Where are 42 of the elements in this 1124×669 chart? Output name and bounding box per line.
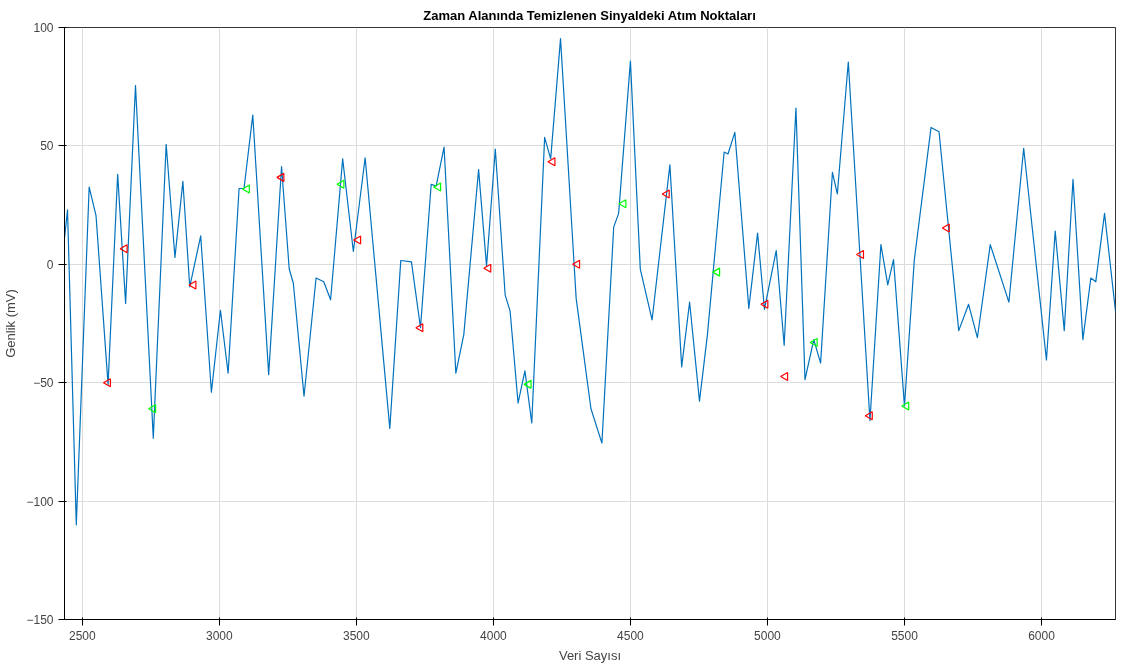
y-tick-label: 0 (46, 257, 54, 272)
point (102, 378, 111, 388)
x-axis-title: Veri Sayısı (558, 647, 622, 663)
point (353, 235, 362, 245)
x-tick-label: 4000 (480, 628, 508, 643)
x-tick-label: 4500 (617, 628, 645, 643)
chart-title: Zaman Alanında Temizlenen Sinyaldeki Atım Noktaları (423, 7, 756, 23)
x-tick-label: 2500 (68, 628, 96, 643)
y-tick-label: −150 (26, 613, 54, 627)
point (119, 244, 128, 254)
y-axis-title: Genlik (mV) (3, 289, 19, 358)
x-tick-label: 5000 (754, 628, 782, 643)
x-tick-label: 5500 (891, 628, 919, 643)
point (483, 263, 492, 273)
x-tick-label: 6000 (1028, 628, 1056, 643)
y-tick-label: 50 (40, 139, 54, 154)
point (572, 259, 581, 269)
point (809, 337, 818, 348)
point (433, 182, 442, 192)
point (901, 401, 910, 411)
point (855, 249, 865, 260)
y-tick-label: −100 (26, 494, 54, 509)
point (241, 184, 250, 194)
x-tick-label: 3500 (343, 628, 371, 643)
point (336, 179, 345, 189)
point (547, 157, 556, 167)
point (941, 223, 950, 233)
point (148, 404, 157, 414)
point (415, 323, 424, 333)
x-tick-label: 3000 (205, 628, 234, 643)
point (760, 299, 769, 309)
y-tick-label: 100 (33, 21, 54, 35)
point (712, 267, 721, 277)
point (780, 371, 789, 382)
point (618, 199, 627, 209)
y-tick-label: −50 (33, 376, 54, 391)
point (864, 411, 873, 421)
point (523, 379, 532, 389)
point (661, 189, 670, 199)
point (276, 172, 285, 182)
line-series (64, 38, 1116, 526)
point (188, 280, 197, 290)
